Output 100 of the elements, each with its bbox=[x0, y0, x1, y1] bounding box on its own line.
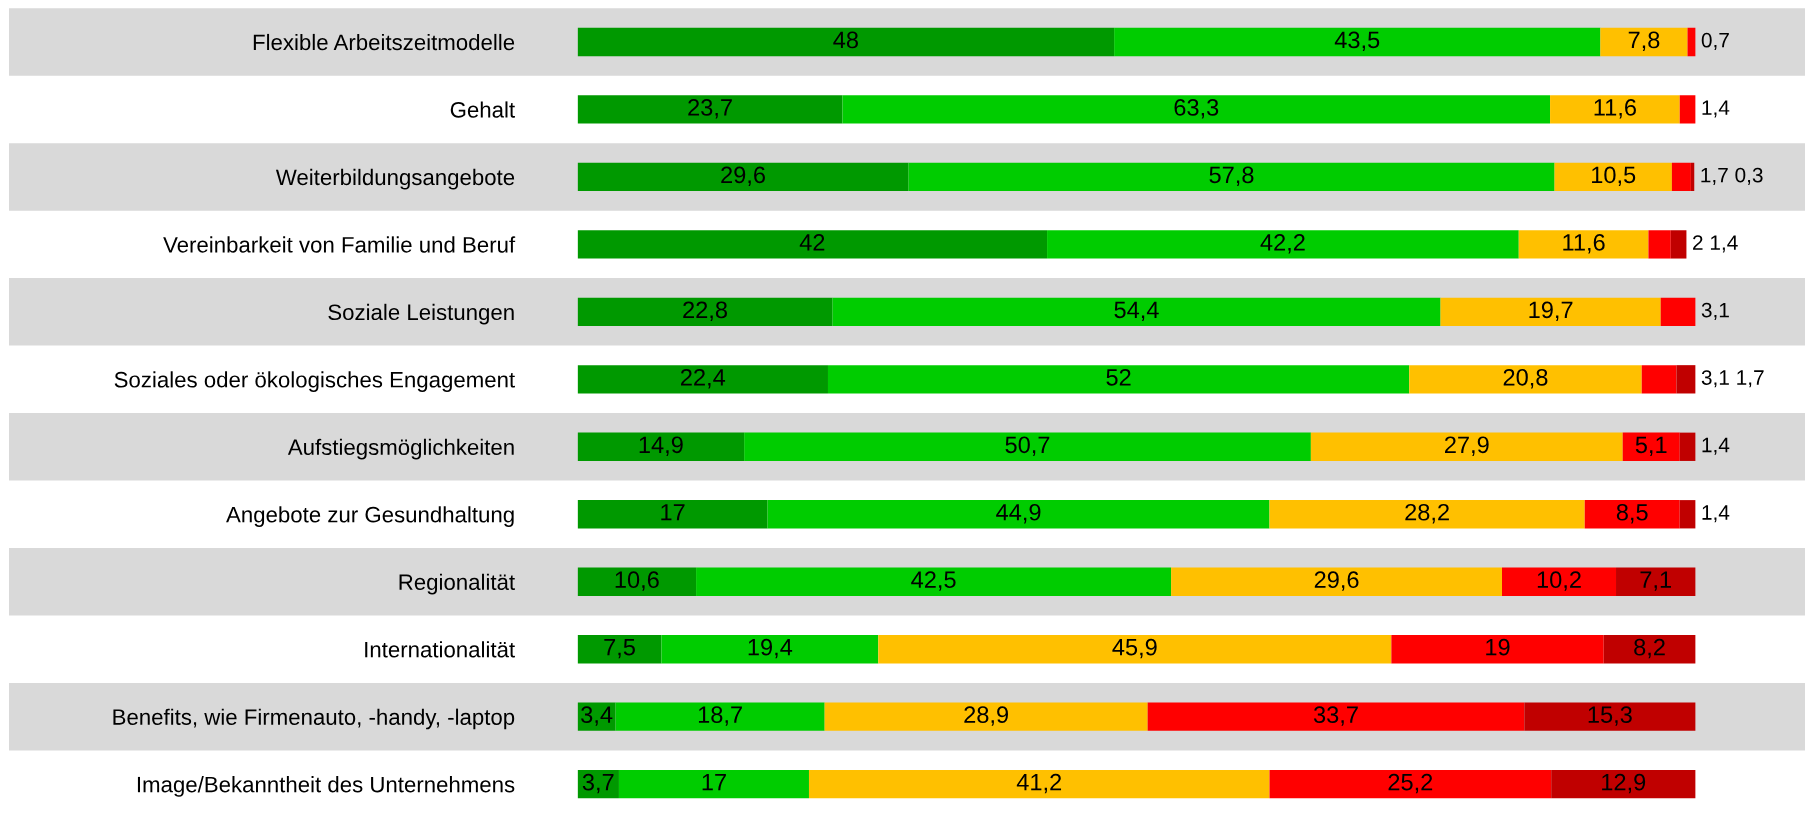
y-tick-label: Soziales oder ökologisches Engagement bbox=[114, 371, 515, 392]
bar bbox=[577, 162, 909, 192]
y-tick-label: Internationalität bbox=[365, 641, 515, 658]
data-label: 11,6 bbox=[1594, 99, 1636, 119]
data-label: 63,3 bbox=[1174, 99, 1219, 119]
bar bbox=[577, 500, 768, 529]
bar bbox=[1409, 365, 1642, 394]
data-label: 8,2 bbox=[1634, 638, 1665, 659]
bar bbox=[1114, 27, 1601, 57]
data-label: 3,1 bbox=[1701, 302, 1729, 320]
data-label: 15,3 bbox=[1588, 706, 1632, 726]
data-label: 27,9 bbox=[1445, 436, 1489, 456]
text: 3,1 1,7 bbox=[1701, 370, 1764, 388]
data-label: 17 bbox=[702, 774, 726, 791]
bar bbox=[577, 567, 697, 596]
data-label: 17 bbox=[661, 504, 685, 521]
data-label: 42 bbox=[799, 233, 825, 251]
y-tick-label: Soziale Leistungen bbox=[328, 303, 514, 325]
data-label: 0,7 bbox=[1701, 32, 1729, 51]
bar bbox=[1679, 500, 1696, 529]
bar bbox=[577, 27, 1115, 57]
bar bbox=[577, 635, 662, 664]
data-label: 11,6 bbox=[1563, 233, 1605, 254]
data-label: 42,5 bbox=[911, 571, 956, 591]
data-label: 43,5 bbox=[1334, 31, 1380, 52]
data-label: 29,6 bbox=[1314, 571, 1359, 591]
bar bbox=[1147, 702, 1525, 731]
data-label: 50,7 bbox=[1005, 436, 1050, 456]
y-tick-label: Flexible Arbeitszeitmodelle bbox=[253, 33, 515, 51]
data-label: 7,1 bbox=[1640, 571, 1671, 591]
data-label: 45,9 bbox=[1112, 638, 1157, 659]
text: 2 1,4 bbox=[1693, 235, 1738, 253]
data-label: 57,8 bbox=[1209, 166, 1254, 187]
bar bbox=[1679, 432, 1696, 461]
bar bbox=[661, 635, 879, 664]
data-label: 22,8 bbox=[683, 301, 727, 321]
y-tick-label: Image/Bekanntheit des Unternehmens bbox=[137, 776, 515, 797]
bar bbox=[1648, 230, 1671, 259]
data-label: 7,8 bbox=[1628, 31, 1660, 52]
bar bbox=[808, 769, 1270, 799]
bar bbox=[1616, 567, 1696, 596]
bar bbox=[577, 230, 1048, 259]
data-label: 10,2 bbox=[1537, 571, 1581, 591]
bar bbox=[615, 702, 825, 731]
data-label: 3,7 bbox=[582, 773, 614, 794]
bar bbox=[1440, 297, 1661, 327]
y-tick-label: Weiterbildungsangebote bbox=[275, 168, 515, 190]
data-label: 19,4 bbox=[748, 638, 793, 659]
data-label: 12,9 bbox=[1602, 773, 1646, 794]
bar bbox=[1171, 567, 1502, 596]
bar bbox=[1391, 635, 1604, 664]
data-label: 1,4 bbox=[1702, 100, 1730, 118]
data-label: 1,4 bbox=[1702, 437, 1730, 455]
bar bbox=[1310, 432, 1623, 461]
bar bbox=[1518, 230, 1649, 259]
bar bbox=[1047, 230, 1519, 259]
data-label: 10,6 bbox=[615, 571, 659, 591]
bar bbox=[1269, 769, 1552, 799]
data-label: 29,6 bbox=[721, 166, 765, 187]
bar bbox=[577, 297, 833, 327]
bar bbox=[767, 500, 1270, 529]
bar bbox=[577, 432, 745, 461]
bar bbox=[1679, 95, 1696, 124]
data-label: 19 bbox=[1486, 638, 1510, 656]
data-label: 19,7 bbox=[1529, 301, 1573, 321]
data-label: 42,2 bbox=[1260, 233, 1305, 254]
bar bbox=[1671, 162, 1691, 192]
bar bbox=[1603, 635, 1696, 664]
bar bbox=[1584, 500, 1680, 529]
bar bbox=[1660, 297, 1696, 327]
bar bbox=[744, 432, 1311, 461]
bar bbox=[696, 567, 1172, 596]
text: 1,7 0,3 bbox=[1701, 167, 1763, 185]
bar bbox=[1550, 95, 1680, 124]
bar bbox=[1554, 162, 1672, 192]
data-label: 14,9 bbox=[639, 436, 683, 456]
bar bbox=[577, 95, 843, 124]
y-tick-label: Vereinbarkeit von Familie und Beruf bbox=[163, 236, 516, 253]
bar bbox=[824, 702, 1148, 731]
bar bbox=[1524, 702, 1696, 731]
bar bbox=[1670, 230, 1687, 259]
data-label: 20,8 bbox=[1503, 368, 1548, 389]
bar bbox=[618, 769, 809, 799]
data-label: 18,7 bbox=[698, 706, 742, 726]
data-label: 7,5 bbox=[604, 639, 635, 659]
bar bbox=[1269, 500, 1585, 529]
data-label: 1,4 bbox=[1702, 505, 1730, 523]
data-label: 44,9 bbox=[996, 503, 1041, 524]
y-tick-label: Regionalität bbox=[399, 573, 515, 595]
bar bbox=[827, 365, 1410, 394]
bar bbox=[832, 297, 1441, 327]
data-label: 22,4 bbox=[681, 368, 726, 389]
bar bbox=[1600, 27, 1688, 57]
data-label: 48 bbox=[833, 31, 858, 49]
data-label: 8,5 bbox=[1616, 503, 1648, 524]
bar bbox=[908, 162, 1555, 192]
data-label: 41,2 bbox=[1016, 773, 1062, 794]
bar bbox=[1676, 365, 1696, 394]
data-label: 3,4 bbox=[581, 706, 613, 726]
data-label: 52 bbox=[1106, 368, 1131, 386]
